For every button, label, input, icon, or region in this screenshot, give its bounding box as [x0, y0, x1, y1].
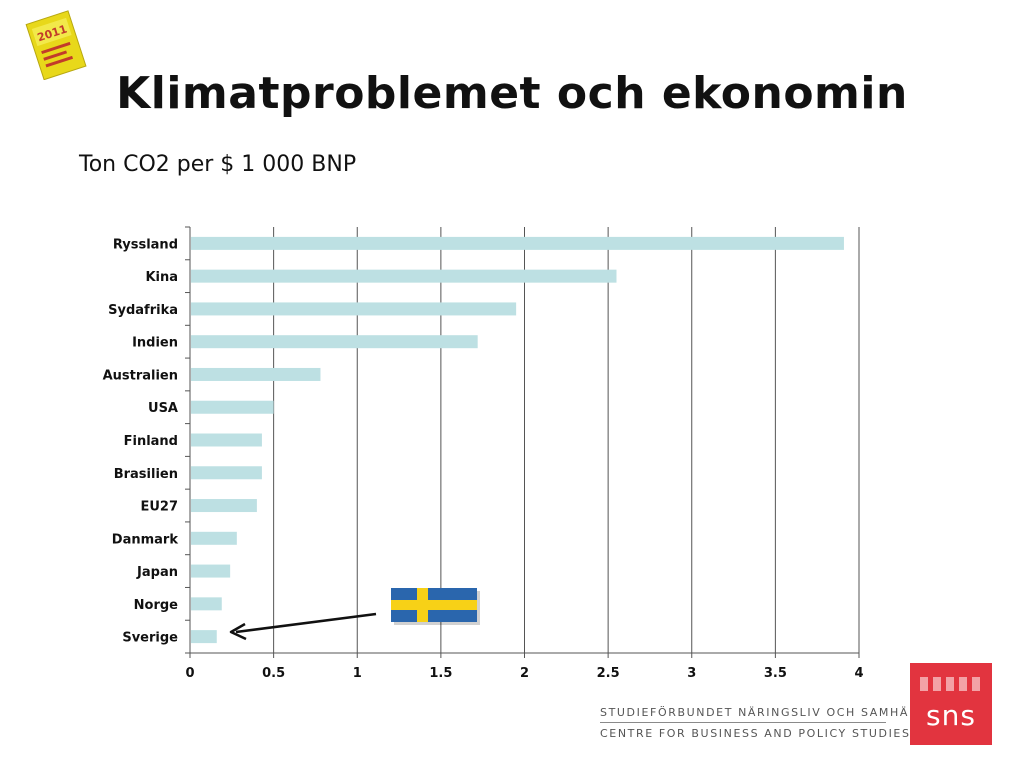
x-tick-label: 1.5 — [429, 666, 452, 681]
bar-sverige — [191, 630, 217, 644]
bar-danmark — [191, 531, 237, 545]
category-label-sydafrika: Sydafrika — [108, 303, 178, 318]
footer-divider — [600, 722, 886, 723]
bar-japan — [191, 564, 231, 578]
category-label-ryssland: Ryssland — [113, 237, 178, 252]
category-label-danmark: Danmark — [112, 532, 179, 547]
footer-organization-english: CENTRE FOR BUSINESS AND POLICY STUDIES — [600, 727, 911, 740]
category-label-australien: Australien — [103, 368, 178, 383]
x-tick-label: 0 — [185, 666, 194, 681]
bar-ryssland — [191, 236, 844, 250]
x-tick-label: 0.5 — [262, 666, 285, 681]
bar-finland — [191, 433, 262, 447]
category-label-sverige: Sverige — [122, 631, 178, 646]
book-cover-icon: 2011 — [25, 10, 87, 80]
bar-sydafrika — [191, 302, 517, 316]
bar-kina — [191, 269, 617, 283]
chart-subtitle: Ton CO2 per $ 1 000 BNP — [79, 152, 357, 177]
footer-organization-swedish: STUDIEFÖRBUNDET NÄRINGSLIV OCH SAMHÄLLE — [600, 706, 933, 719]
category-label-usa: USA — [148, 401, 178, 416]
x-tick-label: 3 — [687, 666, 696, 681]
x-tick-label: 2.5 — [597, 666, 620, 681]
sns-logo-dots — [920, 677, 980, 691]
bar-norge — [191, 597, 222, 611]
sns-logo: sns — [910, 663, 992, 745]
category-label-kina: Kina — [145, 270, 178, 285]
x-tick-label: 1 — [353, 666, 362, 681]
category-label-finland: Finland — [124, 434, 178, 449]
bar-eu27 — [191, 499, 257, 513]
sns-logo-text: sns — [926, 699, 976, 732]
x-tick-label: 4 — [854, 666, 863, 681]
x-tick-label: 2 — [520, 666, 529, 681]
category-label-norge: Norge — [134, 598, 179, 613]
bar-brasilien — [191, 466, 262, 480]
x-tick-label: 3.5 — [764, 666, 787, 681]
bar-indien — [191, 335, 478, 349]
category-label-indien: Indien — [132, 336, 178, 351]
slide-title: Klimatproblemet och ekonomin — [116, 68, 908, 119]
category-label-eu27: EU27 — [140, 500, 178, 515]
annotation-arrow — [229, 612, 377, 641]
swedish-flag-icon — [391, 588, 480, 625]
category-label-brasilien: Brasilien — [114, 467, 178, 482]
category-label-japan: Japan — [136, 565, 178, 580]
bar-usa — [191, 400, 274, 414]
bar-australien — [191, 367, 321, 381]
